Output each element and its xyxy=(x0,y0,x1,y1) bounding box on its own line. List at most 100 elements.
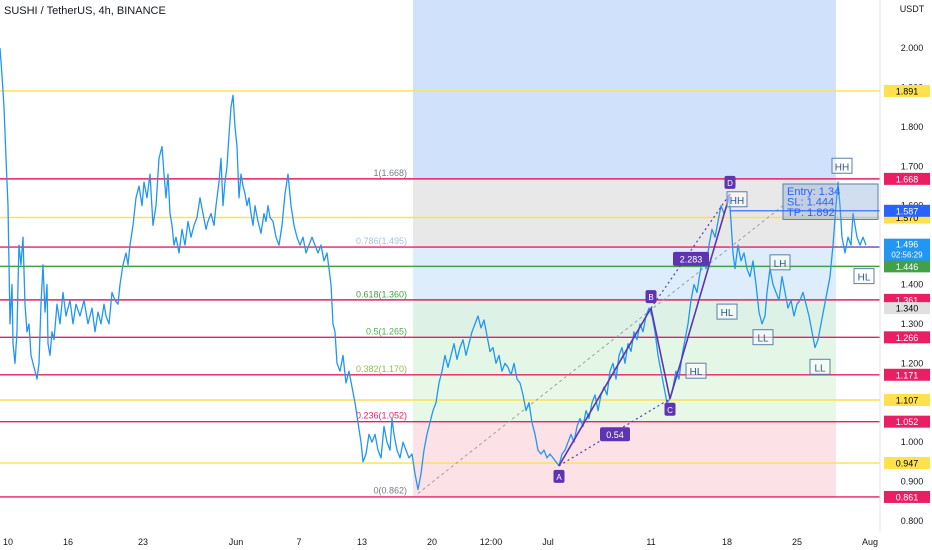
structure-label: HH xyxy=(730,196,744,207)
time-axis[interactable]: 10 16 23 Jun 7 13 20 12:00 Jul 11 18 25 Aug xyxy=(3,537,878,547)
current-price-bg xyxy=(884,238,930,261)
current-price-countdown: 02:56:29 xyxy=(891,251,923,260)
abcd-point-bg xyxy=(664,402,676,416)
x-tick-label: 18 xyxy=(722,537,732,547)
structure-label-box xyxy=(726,191,748,208)
abcd-point-label: A xyxy=(556,473,562,482)
structure-label: LL xyxy=(757,334,769,345)
abcd-dotted-AC xyxy=(558,398,671,467)
fib-level-label: 0.5(1.265) xyxy=(366,327,407,337)
price-series xyxy=(0,47,867,491)
trade-box-line: SL: 1.444 xyxy=(787,196,834,208)
structure-label-box xyxy=(685,362,707,379)
level-price-label: 1.171 xyxy=(896,370,919,380)
structure-label: HL xyxy=(721,308,734,319)
x-tick-label: 10 xyxy=(3,537,13,547)
level-price-label: 1.107 xyxy=(896,395,919,405)
fib-band xyxy=(413,247,836,301)
abcd-point-bg xyxy=(724,175,736,189)
extra-price-label-bg xyxy=(884,204,930,217)
current-price-label: 1.496 xyxy=(896,240,919,250)
price-axis[interactable]: USDT2.0001.9001.8001.7001.6001.5001.4001… xyxy=(879,0,930,532)
extra-price-label: 1.340 xyxy=(896,304,919,314)
abcd-ratio-bg xyxy=(673,251,709,266)
level-price-label: 1.891 xyxy=(896,86,919,96)
level-price-label: 1.266 xyxy=(896,333,919,343)
fib-level-label: 0.618(1.360) xyxy=(356,289,407,299)
abcd-leg-AB xyxy=(558,307,652,467)
horizontal-levels xyxy=(0,90,880,498)
abcd-point-bg xyxy=(553,469,565,483)
level-price-label-bg xyxy=(884,84,930,97)
x-tick-label: Jul xyxy=(542,537,554,547)
x-tick-label: 7 xyxy=(296,537,301,547)
extra-price-label: 1.587 xyxy=(896,206,919,216)
structure-label-box xyxy=(809,358,831,375)
structure-label: HH xyxy=(835,162,849,173)
fib-level-label: 0(0.862) xyxy=(373,486,407,496)
abcd-leg-CD xyxy=(669,193,731,400)
x-tick-label: 20 xyxy=(427,537,437,547)
structure-label-box xyxy=(752,329,774,346)
level-price-label: 1.668 xyxy=(896,174,919,184)
structure-label: HL xyxy=(858,273,871,284)
level-price-label-bg xyxy=(884,172,930,185)
level-price-label-bg xyxy=(884,457,930,470)
abcd-ratio-label: 2.283 xyxy=(680,254,703,264)
level-price-label: 1.446 xyxy=(896,262,919,272)
trade-box-line: Entry: 1.34 xyxy=(787,186,840,198)
y-tick-label: 1.800 xyxy=(901,122,924,132)
structure-label-box xyxy=(831,157,853,174)
level-price-label-bg xyxy=(884,393,930,406)
structure-label: LL xyxy=(814,363,826,374)
level-price-label: 0.947 xyxy=(896,459,919,469)
fib-level-label: 0.382(1.170) xyxy=(356,364,407,374)
x-tick-label: 16 xyxy=(63,537,73,547)
y-tick-label: 1.400 xyxy=(901,280,924,290)
abcd-point-label: D xyxy=(727,179,733,188)
abcd-point-label: C xyxy=(667,406,673,415)
level-price-label: 1.570 xyxy=(896,213,919,223)
level-price-label-bg xyxy=(884,260,930,273)
level-price-label: 0.861 xyxy=(896,492,919,502)
structure-label: HL xyxy=(690,367,703,378)
x-tick-label: 13 xyxy=(357,537,367,547)
abcd-point-label: B xyxy=(648,293,653,302)
fib-shading xyxy=(413,0,836,497)
x-tick-label: 25 xyxy=(792,537,802,547)
chart-title: SUSHI / TetherUS, 4h, BINANCE xyxy=(4,5,166,17)
structure-label-box xyxy=(769,254,791,271)
extra-price-label-bg xyxy=(884,302,930,315)
x-tick-label: 23 xyxy=(138,537,148,547)
level-price-label-bg xyxy=(884,490,930,503)
trade-box-line: TP: 1.892 xyxy=(787,207,835,219)
y-tick-label: 1.200 xyxy=(901,358,924,368)
abcd-point-bg xyxy=(645,290,657,304)
fib-band xyxy=(413,178,836,248)
level-price-label-bg xyxy=(884,368,930,381)
x-tick-label: 11 xyxy=(646,537,655,547)
structure-label-box xyxy=(853,268,875,285)
abcd-ratio-bg xyxy=(600,427,630,442)
level-price-label: 1.052 xyxy=(896,417,919,427)
level-price-label: 1.361 xyxy=(896,295,919,305)
x-tick-label: Jun xyxy=(229,537,244,547)
abcd-leg-BC xyxy=(650,307,671,399)
x-tick-label: 12:00 xyxy=(480,537,503,547)
y-tick-label: 2.000 xyxy=(901,43,924,53)
fib-top-shading xyxy=(413,0,836,179)
structure-labels: HH HH LH HL HL HL LL LL xyxy=(685,157,875,379)
y-tick-label: 1.700 xyxy=(901,161,924,171)
abcd-dotted-BD xyxy=(650,193,731,309)
axis-unit: USDT xyxy=(900,4,925,14)
fib-level-label: 0.786(1.495) xyxy=(356,236,407,246)
structure-label-box xyxy=(716,303,738,320)
abcd-pattern: 0.54 2.283 A B C D xyxy=(553,175,736,483)
fib-band xyxy=(413,375,836,422)
fib-level-label: 1(1.668) xyxy=(373,168,407,178)
abcd-ratio-label: 0.54 xyxy=(606,430,624,440)
y-tick-label: 1.000 xyxy=(901,437,924,447)
fib-labels: 1(1.668) 0.786(1.495) 0.618(1.360) 0.5(1.26… xyxy=(356,168,407,496)
